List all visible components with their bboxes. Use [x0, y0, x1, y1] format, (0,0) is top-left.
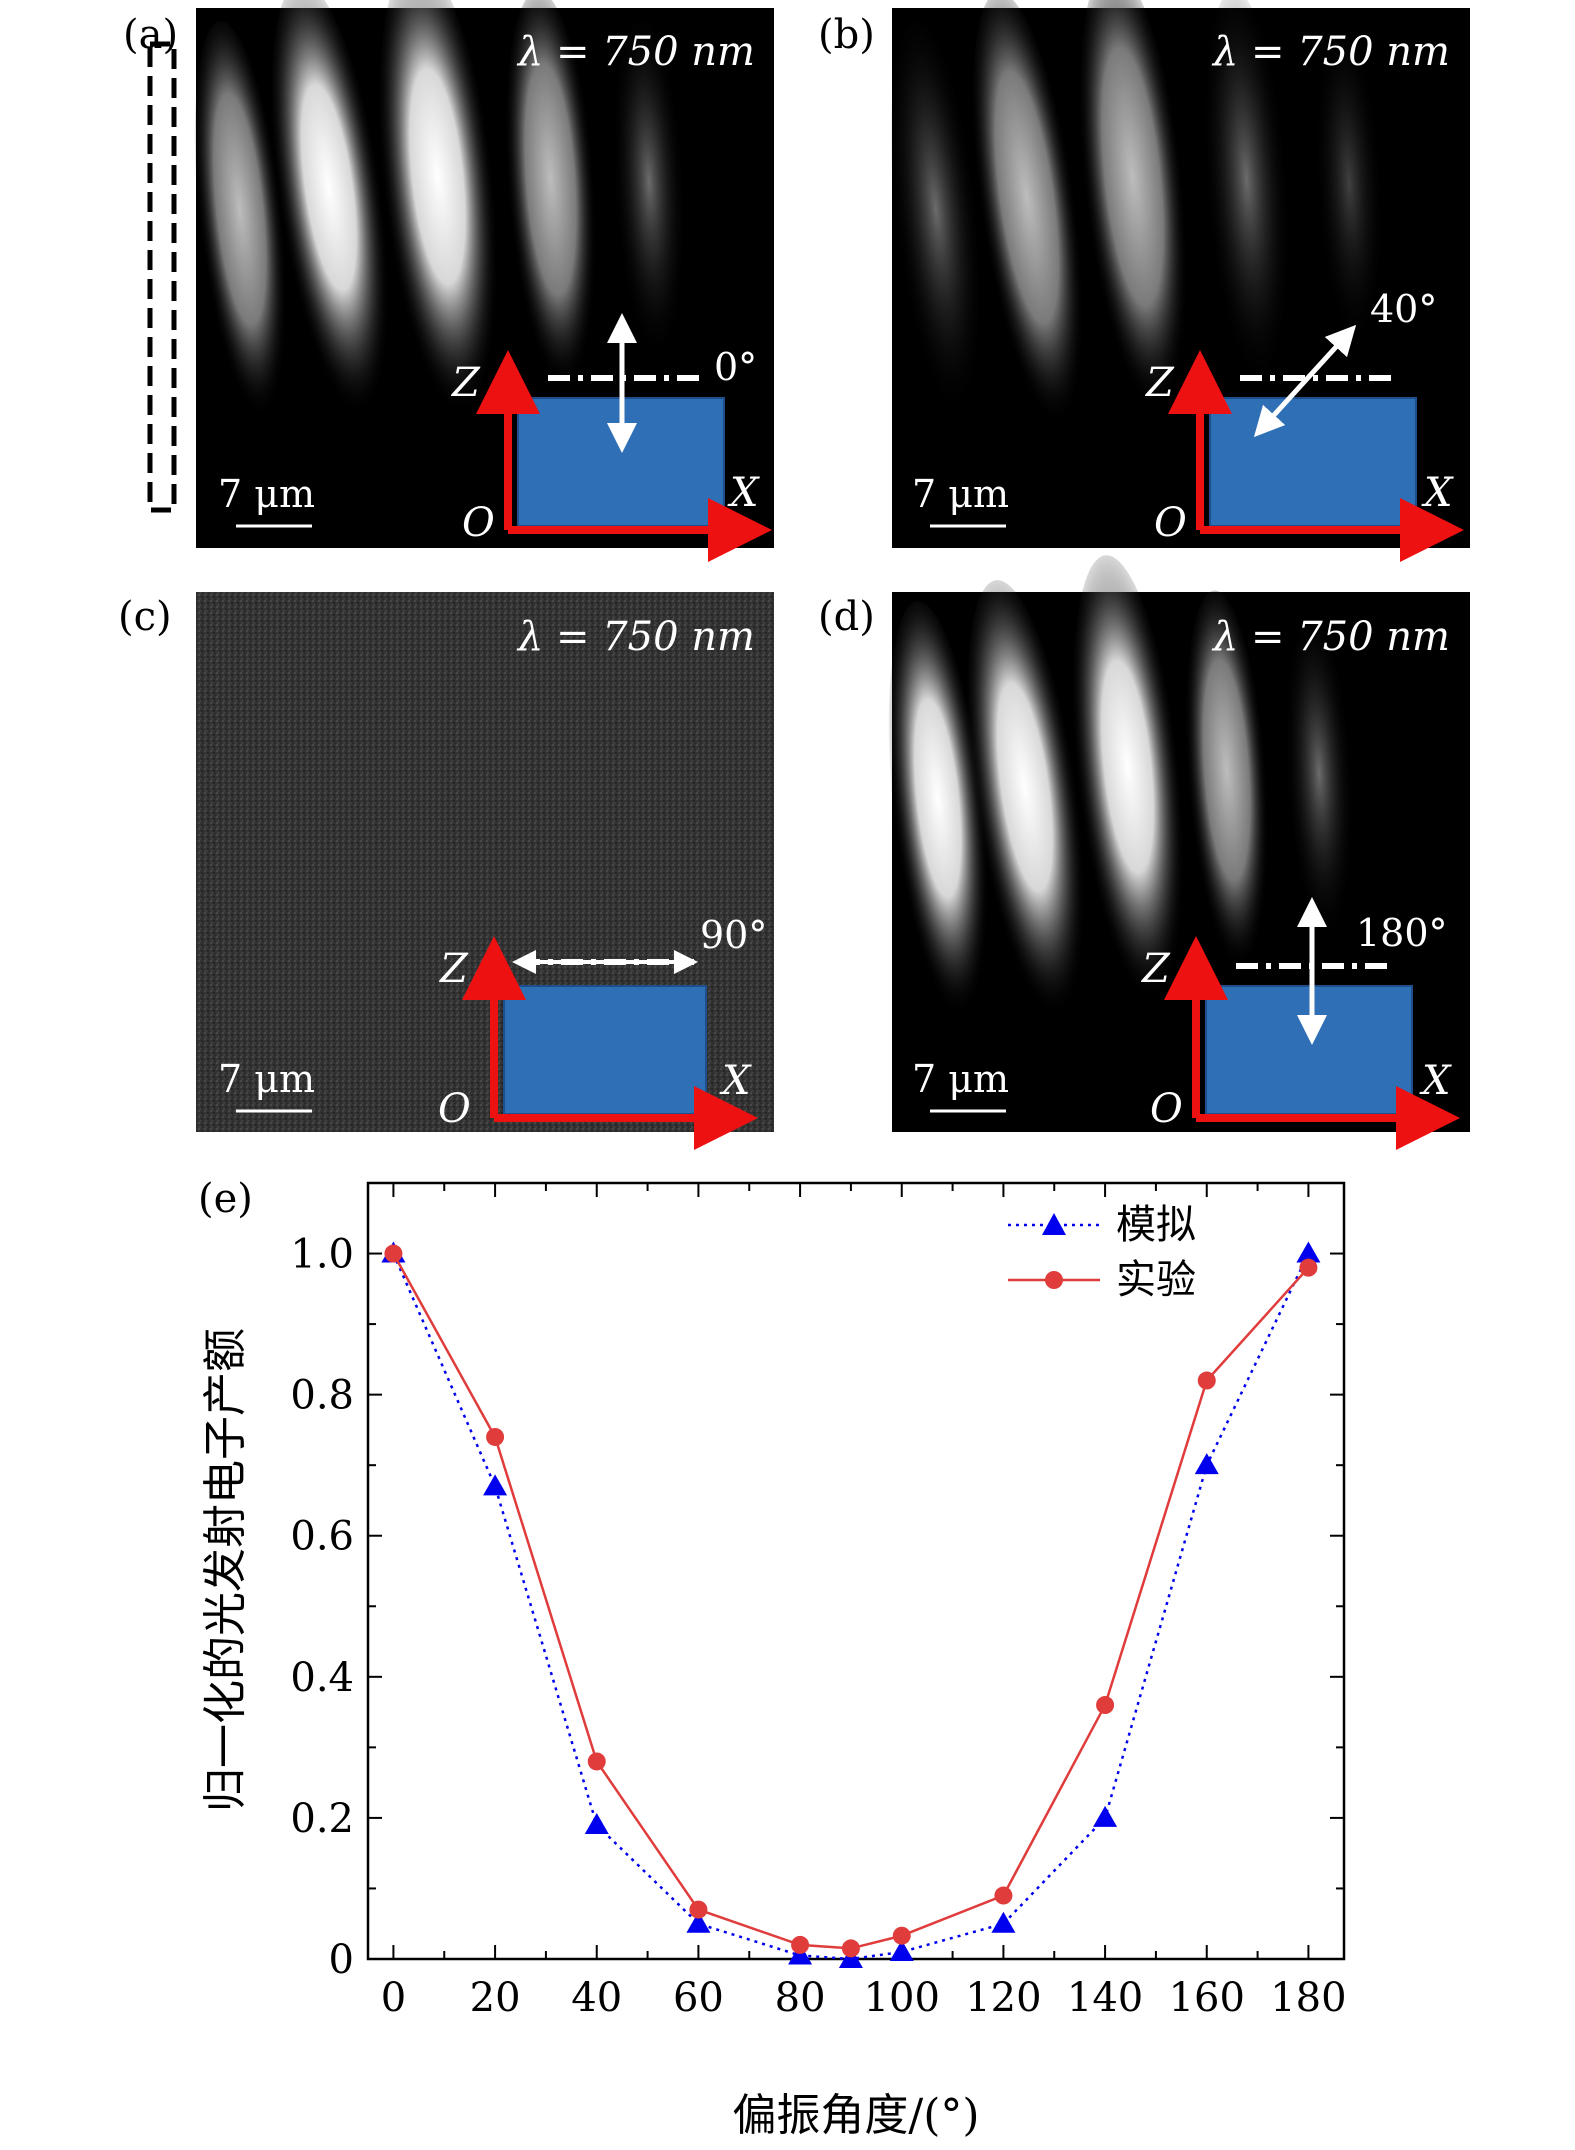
chart-tag: (e): [198, 1176, 253, 1222]
panel-b-sample: [1209, 397, 1417, 527]
y-tick-label: 0.6: [290, 1514, 354, 1560]
x-tick-label: 180: [1270, 1975, 1346, 2021]
x-tick-label: 0: [381, 1975, 406, 2021]
panel-b-inset: 40° Z X O: [1144, 287, 1464, 562]
panel-d-stripes: [888, 555, 1356, 1040]
y-tick-label: 0.4: [290, 1655, 354, 1701]
y-tick-label: 0.8: [290, 1373, 354, 1419]
panel-b-x-label: X: [1421, 470, 1454, 516]
sim-point: [686, 1911, 711, 1933]
panel-a-dashed-box: [147, 41, 177, 513]
sim-point: [483, 1474, 508, 1496]
exp-point: [486, 1427, 505, 1446]
y-tick-label: 0: [329, 1937, 354, 1983]
x-tick-label: 80: [775, 1975, 826, 2021]
panel-d-z-label: Z: [1140, 946, 1171, 992]
series-layer: [381, 1241, 1321, 1968]
panel-a-o-label: O: [462, 500, 495, 546]
exp-series-line: [392, 1252, 1310, 1950]
panel-c-x-label: X: [719, 1058, 752, 1104]
x-tick-label: 60: [673, 1975, 724, 2021]
panel-b-o-label: O: [1154, 500, 1187, 546]
legend-exp-label: 实验: [1116, 1257, 1196, 1303]
legend-sim-label: 模拟: [1116, 1202, 1196, 1248]
panel-b-tag: (b): [818, 12, 875, 58]
panel-a-x-label: X: [727, 470, 760, 516]
panel-c-sample: [503, 985, 707, 1115]
panel-d-inset: 180° Z X O: [1140, 897, 1460, 1150]
panel-c-z-label: Z: [438, 946, 469, 992]
panel-d-wavelength: λ = 750 nm: [1211, 614, 1450, 660]
panel-b-polarization-arrow: [1253, 324, 1357, 438]
panel-a-angle: 0°: [714, 345, 757, 389]
exp-point: [1299, 1258, 1318, 1277]
panel-a-inset: 0° Z X O: [450, 313, 772, 562]
panel-a-wavelength: λ = 750 nm: [516, 29, 755, 75]
panel-a-scale-label: 7 μm: [218, 472, 315, 516]
exp-point: [1096, 1696, 1115, 1715]
exp-point: [841, 1939, 860, 1958]
exp-point: [587, 1752, 606, 1771]
panel-b-angle: 40°: [1370, 287, 1437, 331]
legend-exp-marker: [1045, 1271, 1063, 1289]
sim-point: [1296, 1241, 1321, 1263]
panel-c-tag: (c): [118, 594, 172, 640]
legend: 模拟 实验: [1008, 1202, 1196, 1303]
sim-point: [991, 1911, 1016, 1933]
panel-b: (b) λ = 750 nm 7 μm 40° Z X O: [818, 0, 1470, 562]
panel-d: (d) λ = 750 nm 7 μm 180° Z X O: [818, 555, 1470, 1150]
sim-point: [838, 1947, 863, 1968]
panel-c-inset: 90° Z X O: [438, 913, 767, 1150]
panel-b-scale-label: 7 μm: [912, 472, 1009, 516]
legend-sim-marker: [1042, 1213, 1066, 1235]
sim-point: [1194, 1453, 1219, 1475]
x-tick-label: 120: [965, 1975, 1041, 2021]
exp-point: [1197, 1371, 1216, 1390]
panel-d-sample: [1205, 985, 1413, 1115]
x-axis-label: 偏振角度/(°): [732, 2090, 979, 2141]
x-tick-label: 100: [864, 1975, 940, 2021]
sim-point: [1093, 1805, 1118, 1827]
panel-c-scale-label: 7 μm: [218, 1057, 315, 1101]
panel-d-angle: 180°: [1356, 911, 1448, 955]
exp-point: [689, 1900, 708, 1919]
panel-c-wavelength: λ = 750 nm: [516, 614, 755, 660]
exp-point: [384, 1244, 403, 1263]
sim-point: [889, 1939, 914, 1961]
x-ticks: 0 20 40 60 80 100 120 140 160 180: [381, 1183, 1347, 2021]
sim-series-line: [392, 1253, 1310, 1961]
panel-c: (c) λ = 750 nm 7 μm 90° Z X O: [118, 592, 774, 1150]
panel-a-stripes: [194, 0, 688, 439]
sim-point: [788, 1943, 813, 1965]
x-tick-label: 40: [571, 1975, 622, 2021]
exp-point: [994, 1886, 1013, 1905]
panel-a-z-label: Z: [450, 360, 481, 406]
y-axis-label: 归一化的光发射电子产额: [200, 1328, 251, 1812]
panel-a: (a) λ = 750 nm 7 μm 0° Z X O: [123, 0, 774, 562]
panel-b-stripes: [890, 0, 1386, 448]
y-tick-label: 0.2: [290, 1796, 354, 1842]
panel-b-wavelength: λ = 750 nm: [1211, 29, 1450, 75]
panel-d-x-label: X: [1419, 1058, 1452, 1104]
plot-frame: [366, 1181, 1346, 1961]
panel-c-angle: 90°: [700, 913, 767, 957]
panel-b-z-label: Z: [1144, 360, 1175, 406]
x-tick-label: 160: [1169, 1975, 1245, 2021]
panel-d-o-label: O: [1150, 1086, 1183, 1132]
exp-point: [791, 1935, 810, 1954]
sim-point: [584, 1812, 609, 1834]
exp-point: [892, 1926, 911, 1945]
chart: (e) 0 20 40 60 80 100 120 140 160 180 00.20.40.60…: [198, 1176, 1347, 2141]
y-tick-label: 1.0: [290, 1232, 354, 1278]
x-tick-label: 140: [1067, 1975, 1143, 2021]
panel-d-tag: (d): [818, 594, 875, 640]
y-ticks: 0 0.2 0.4 0.6 0.8 1.0: [290, 1182, 1344, 1983]
panel-c-o-label: O: [438, 1086, 471, 1132]
panel-d-scale-label: 7 μm: [912, 1057, 1009, 1101]
x-tick-label: 20: [470, 1975, 521, 2021]
